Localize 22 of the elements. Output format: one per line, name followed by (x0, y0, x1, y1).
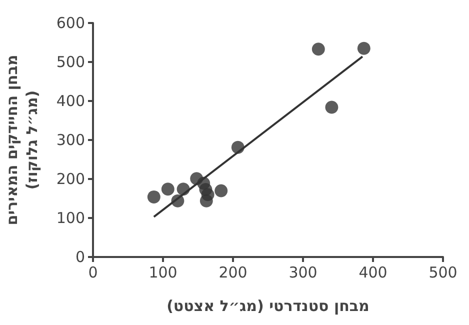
y-tick-label: 600 (56, 14, 85, 32)
y-tick-label: 100 (56, 209, 85, 227)
x-tick-label: 300 (288, 264, 318, 282)
point (357, 42, 370, 55)
y-tick-label: 400 (56, 92, 85, 110)
x-tick-label: 0 (88, 264, 98, 282)
x-tick-label: 200 (218, 264, 248, 282)
point (325, 100, 338, 114)
x-tick-label: 100 (148, 264, 178, 282)
y-tick-label: 300 (56, 131, 85, 149)
y-tick-label: 200 (56, 170, 85, 188)
point (147, 190, 160, 204)
point (161, 182, 174, 196)
point (214, 184, 228, 198)
y-tick-label: 0 (75, 248, 85, 266)
y-axis-title: מבחן החיידקים המאירים (מג״ל גלוקוז) (2, 54, 42, 228)
x-tick-label: 500 (428, 264, 458, 282)
point (312, 42, 325, 56)
point (200, 194, 213, 208)
y-tick-label: 500 (56, 53, 85, 71)
x-axis-title: מבחן סטנדרטי (מג״ל אצטט) (166, 296, 370, 316)
x-tick-label: 400 (358, 264, 388, 282)
